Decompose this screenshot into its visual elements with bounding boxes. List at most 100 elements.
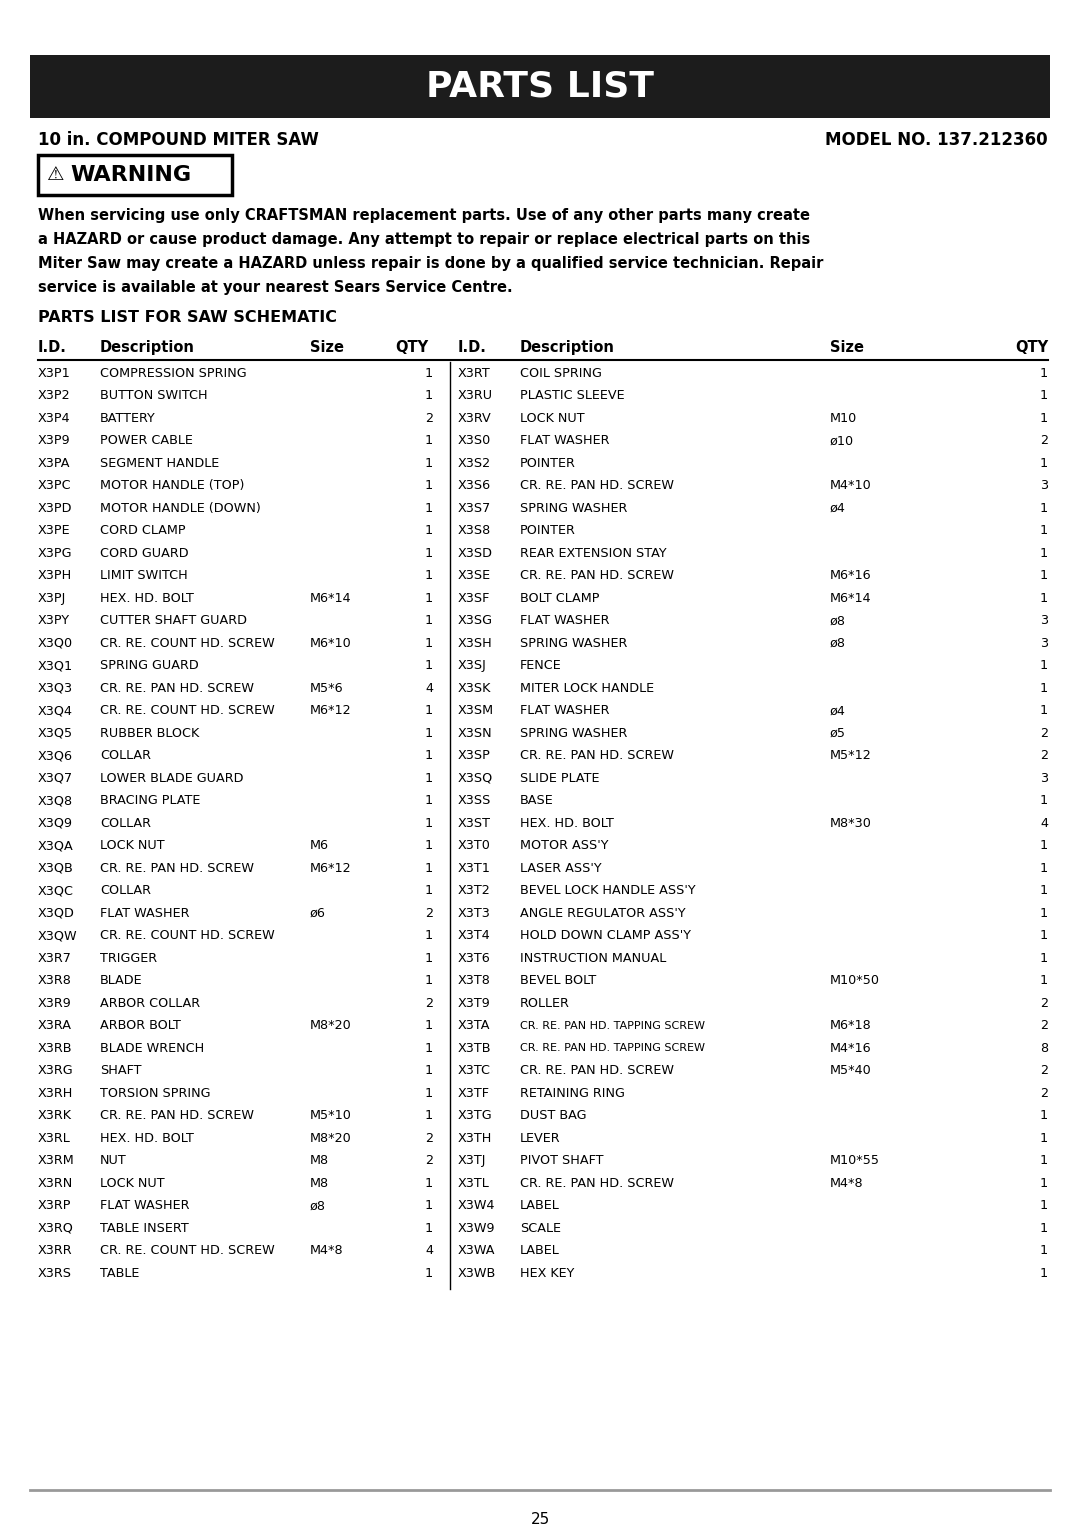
Text: LASER ASS'Y: LASER ASS'Y (519, 861, 602, 875)
Text: CR. RE. COUNT HD. SCREW: CR. RE. COUNT HD. SCREW (100, 1244, 274, 1258)
Text: SHAFT: SHAFT (100, 1065, 141, 1077)
Text: TORSION SPRING: TORSION SPRING (100, 1086, 211, 1100)
Text: 1: 1 (424, 1109, 433, 1123)
Text: 3: 3 (1040, 637, 1048, 650)
Text: 1: 1 (424, 817, 433, 830)
Text: X3SN: X3SN (458, 726, 492, 740)
Text: POWER CABLE: POWER CABLE (100, 434, 193, 447)
Text: X3RS: X3RS (38, 1267, 72, 1279)
Text: X3Q3: X3Q3 (38, 682, 73, 694)
Text: 2: 2 (426, 997, 433, 1010)
Text: 1: 1 (424, 659, 433, 673)
Text: M6: M6 (310, 840, 329, 852)
Text: X3PG: X3PG (38, 547, 72, 559)
Text: COIL SPRING: COIL SPRING (519, 366, 602, 380)
Text: BEVEL BOLT: BEVEL BOLT (519, 974, 596, 987)
Text: 1: 1 (424, 1086, 433, 1100)
Text: X3SJ: X3SJ (458, 659, 487, 673)
Text: X3TA: X3TA (458, 1019, 490, 1033)
Text: X3S0: X3S0 (458, 434, 491, 447)
Text: 1: 1 (1040, 412, 1048, 424)
Text: 1: 1 (424, 614, 433, 627)
Text: 1: 1 (1040, 570, 1048, 582)
Text: M10*55: M10*55 (831, 1154, 880, 1167)
Text: BUTTON SWITCH: BUTTON SWITCH (100, 389, 207, 403)
Text: HEX. HD. BOLT: HEX. HD. BOLT (519, 817, 613, 830)
Text: X3S2: X3S2 (458, 457, 491, 470)
Text: 1: 1 (424, 637, 433, 650)
Text: 2: 2 (1040, 1019, 1048, 1033)
Text: ø4: ø4 (831, 502, 846, 515)
Text: FLAT WASHER: FLAT WASHER (100, 907, 189, 919)
Text: X3T1: X3T1 (458, 861, 491, 875)
Text: 2: 2 (1040, 434, 1048, 447)
Text: COMPRESSION SPRING: COMPRESSION SPRING (100, 366, 246, 380)
Text: X3RG: X3RG (38, 1065, 73, 1077)
Text: 1: 1 (424, 840, 433, 852)
Text: Size: Size (310, 340, 345, 355)
Text: 1: 1 (424, 434, 433, 447)
Text: 1: 1 (424, 1267, 433, 1279)
Text: X3PH: X3PH (38, 570, 72, 582)
Text: X3TH: X3TH (458, 1132, 492, 1144)
Text: 2: 2 (1040, 997, 1048, 1010)
Text: CR. RE. PAN HD. SCREW: CR. RE. PAN HD. SCREW (100, 861, 254, 875)
Text: M6*16: M6*16 (831, 570, 872, 582)
Text: MITER LOCK HANDLE: MITER LOCK HANDLE (519, 682, 654, 694)
Text: M5*12: M5*12 (831, 749, 872, 763)
Text: X3PD: X3PD (38, 502, 72, 515)
Text: M4*16: M4*16 (831, 1042, 872, 1054)
Text: X3RN: X3RN (38, 1177, 73, 1190)
Text: ø10: ø10 (831, 434, 854, 447)
Text: FLAT WASHER: FLAT WASHER (519, 614, 609, 627)
Text: ø8: ø8 (831, 614, 846, 627)
Text: LIMIT SWITCH: LIMIT SWITCH (100, 570, 188, 582)
Text: X3PJ: X3PJ (38, 591, 66, 605)
Text: 1: 1 (424, 974, 433, 987)
Text: X3T0: X3T0 (458, 840, 491, 852)
Text: a HAZARD or cause product damage. Any attempt to repair or replace electrical pa: a HAZARD or cause product damage. Any at… (38, 231, 810, 247)
Text: Description: Description (519, 340, 615, 355)
Text: ø5: ø5 (831, 726, 846, 740)
Text: 1: 1 (1040, 1132, 1048, 1144)
Text: service is available at your nearest Sears Service Centre.: service is available at your nearest Sea… (38, 280, 513, 296)
Text: X3T6: X3T6 (458, 951, 490, 965)
Text: ⚠: ⚠ (48, 165, 65, 184)
Text: CR. RE. PAN HD. SCREW: CR. RE. PAN HD. SCREW (100, 682, 254, 694)
Text: CR. RE. PAN HD. SCREW: CR. RE. PAN HD. SCREW (519, 480, 674, 492)
Text: 25: 25 (530, 1512, 550, 1527)
Text: 1: 1 (1040, 659, 1048, 673)
Text: X3Q9: X3Q9 (38, 817, 73, 830)
Text: BLADE WRENCH: BLADE WRENCH (100, 1042, 204, 1054)
Text: 1: 1 (1040, 930, 1048, 942)
Text: 1: 1 (1040, 524, 1048, 538)
Text: X3W4: X3W4 (458, 1200, 496, 1212)
Text: ANGLE REGULATOR ASS'Y: ANGLE REGULATOR ASS'Y (519, 907, 686, 919)
Text: 2: 2 (426, 412, 433, 424)
Text: X3PA: X3PA (38, 457, 70, 470)
FancyBboxPatch shape (38, 155, 232, 195)
Text: CR. RE. COUNT HD. SCREW: CR. RE. COUNT HD. SCREW (100, 930, 274, 942)
Text: 1: 1 (424, 1200, 433, 1212)
Text: SPRING GUARD: SPRING GUARD (100, 659, 199, 673)
Text: SCALE: SCALE (519, 1221, 561, 1235)
Text: X3RK: X3RK (38, 1109, 72, 1123)
Text: X3Q5: X3Q5 (38, 726, 73, 740)
Text: CR. RE. PAN HD. TAPPING SCREW: CR. RE. PAN HD. TAPPING SCREW (519, 1043, 705, 1054)
Text: X3R9: X3R9 (38, 997, 71, 1010)
Text: 1: 1 (1040, 1109, 1048, 1123)
Text: X3P1: X3P1 (38, 366, 71, 380)
Text: X3RQ: X3RQ (38, 1221, 73, 1235)
Text: 10 in. COMPOUND MITER SAW: 10 in. COMPOUND MITER SAW (38, 132, 319, 149)
Text: X3P9: X3P9 (38, 434, 70, 447)
Text: X3Q1: X3Q1 (38, 659, 73, 673)
Text: CR. RE. COUNT HD. SCREW: CR. RE. COUNT HD. SCREW (100, 705, 274, 717)
Text: MOTOR HANDLE (DOWN): MOTOR HANDLE (DOWN) (100, 502, 260, 515)
Text: FLAT WASHER: FLAT WASHER (519, 705, 609, 717)
Text: LOCK NUT: LOCK NUT (100, 1177, 164, 1190)
Text: X3QW: X3QW (38, 930, 78, 942)
Text: BLADE: BLADE (100, 974, 143, 987)
Text: LABEL: LABEL (519, 1244, 559, 1258)
Text: POINTER: POINTER (519, 524, 576, 538)
Text: X3PE: X3PE (38, 524, 70, 538)
